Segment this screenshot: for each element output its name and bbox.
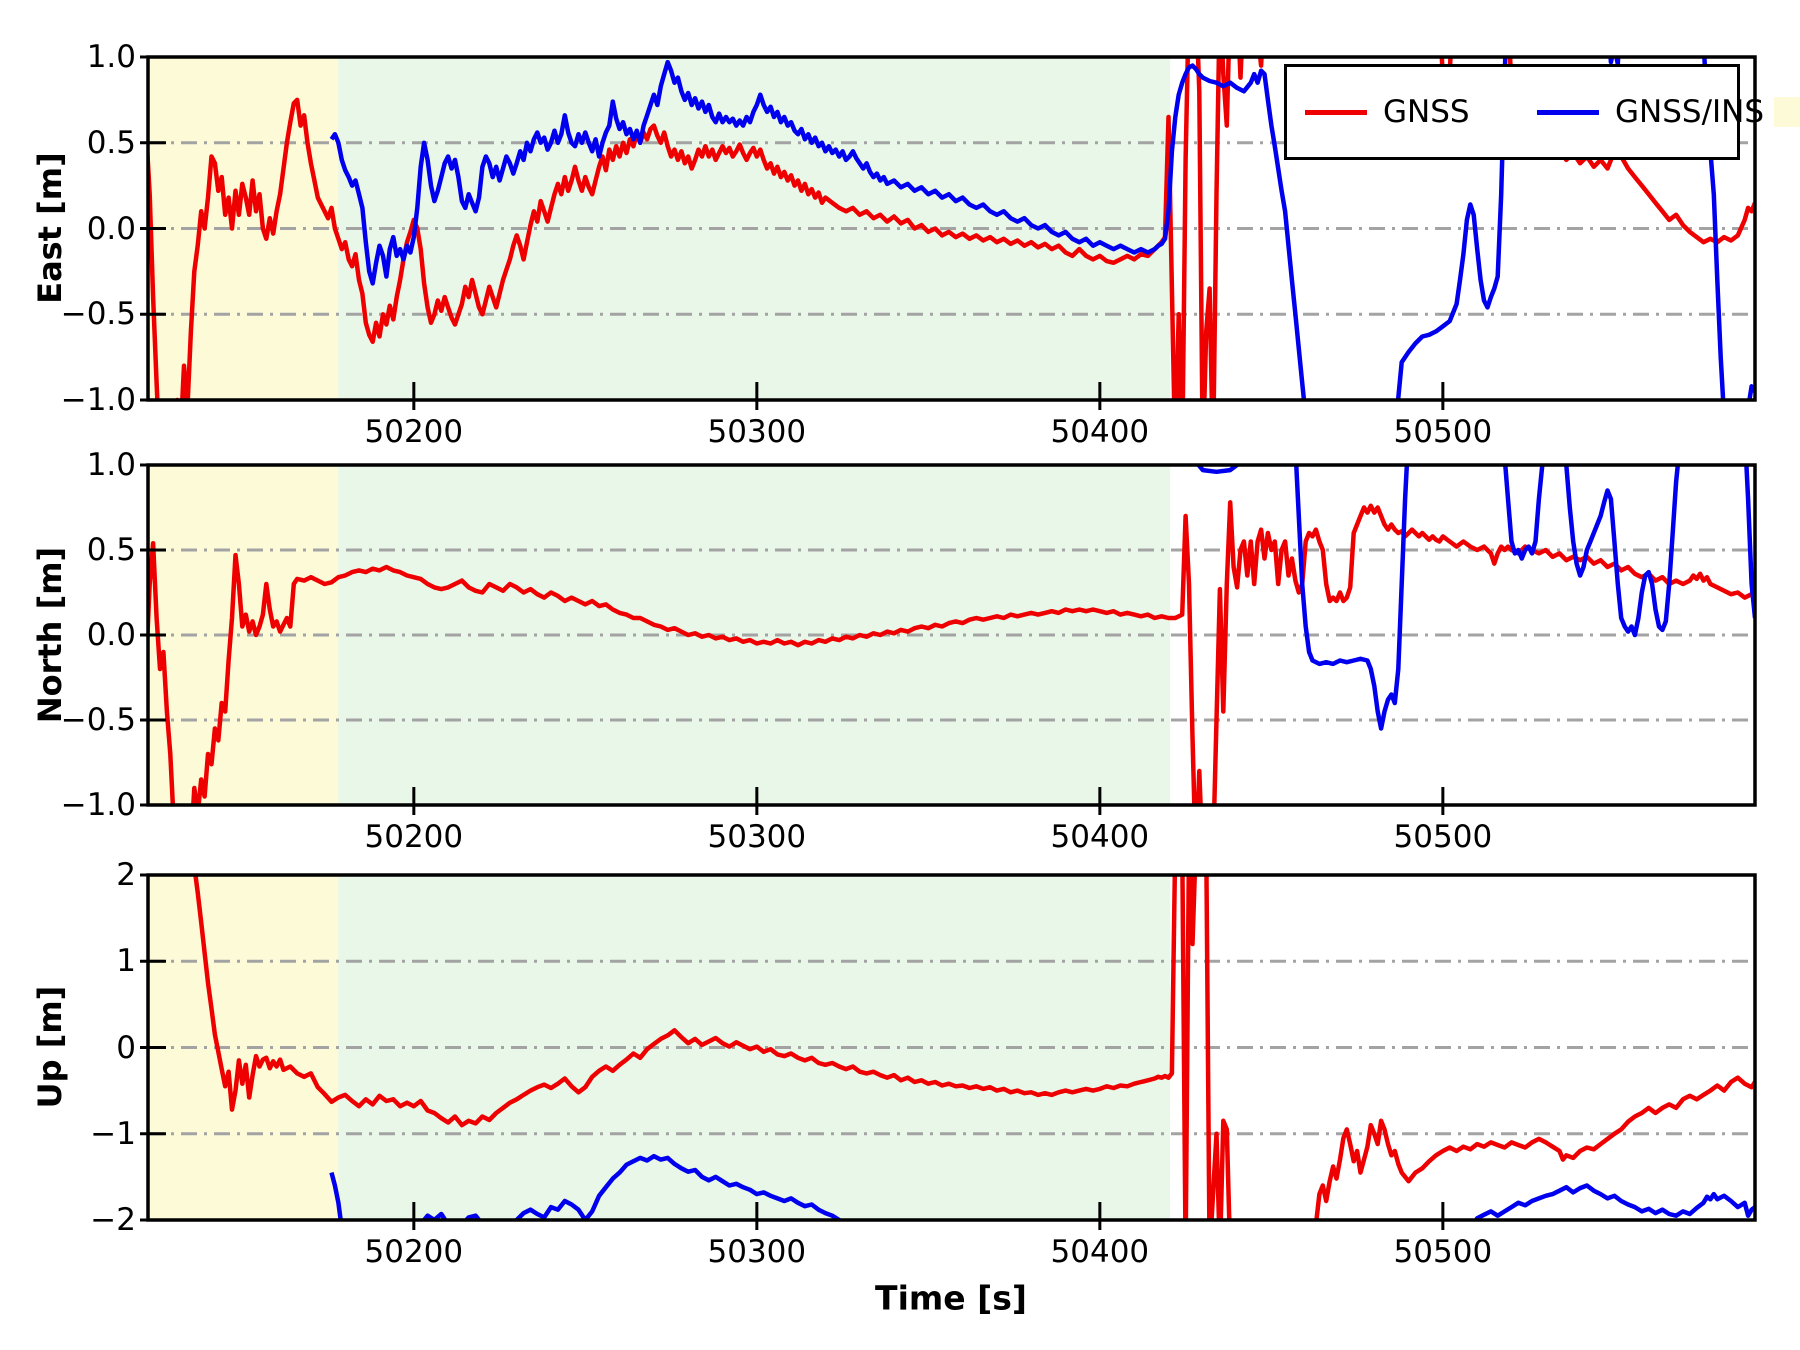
gnss-ins-line-north [1195,465,1755,731]
y-tick-label: 0.5 [86,124,136,161]
x-tick-label: 50500 [1393,819,1493,855]
y-tick-label: −0.5 [60,296,136,333]
gnss-line-east [148,57,1755,400]
legend-item-gnss: GNSS [1287,92,1519,132]
x-axis-label: Time [s] [875,1278,1027,1318]
init-region [148,465,339,805]
y-tick-label: 0.0 [86,617,136,653]
gnss-ins-line-up [329,1153,1755,1220]
x-tick-label: 50400 [1050,1234,1150,1270]
init-region [148,57,339,400]
north-panel [140,463,1757,815]
y-tick-label: −1.0 [60,787,136,823]
legend-item-gnss-ins: GNSS/INS [1519,92,1764,132]
east-panel-border [146,55,1757,402]
up-panel-border [146,873,1757,1222]
x-tick-label: 50500 [1393,1234,1493,1270]
init-patch-swatch [1774,97,1800,127]
up-panel [140,873,1757,1230]
y-tick-label: 1.0 [86,39,136,75]
y-tick-label: 0 [116,1029,136,1066]
y-tick-label: 0.5 [86,532,136,568]
x-tick-label: 50200 [364,819,464,855]
y-tick-label: −0.5 [60,702,136,738]
gnss-ins-line-east [329,57,1755,400]
x-tick-label: 50200 [364,414,464,450]
y-tick-label: 1.0 [86,447,136,483]
y-tick-label: −2 [90,1202,136,1238]
east-panel [140,55,1757,410]
legend-item-init: Init [1764,92,1800,132]
x-tick-label: 50500 [1393,414,1493,450]
init-region [148,875,339,1220]
north-panel-border [146,463,1757,807]
gnss-line-swatch [1305,109,1367,115]
x-tick-label: 50400 [1050,414,1150,450]
y-tick-label: 0.0 [86,210,136,247]
legend-label-gnss: GNSS [1383,94,1470,130]
y-tick-label: 2 [116,857,136,893]
legend-label-gnss-ins: GNSS/INS [1615,94,1765,130]
x-tick-label: 50300 [707,819,807,855]
gnss-ins-line-swatch [1537,109,1599,115]
gnss-line-up [193,875,1755,1220]
legend: GNSS GNSS/INS Init Static [1284,64,1800,160]
x-tick-label: 50300 [707,1234,807,1270]
y-tick-label: −1.0 [60,382,136,418]
x-tick-label: 50300 [707,414,807,450]
gnss-line-north [148,500,1755,805]
x-tick-label: 50200 [364,1234,464,1270]
x-tick-label: 50400 [1050,819,1150,855]
y-tick-label: −1 [90,1115,136,1152]
y-tick-label: 1 [116,943,136,980]
